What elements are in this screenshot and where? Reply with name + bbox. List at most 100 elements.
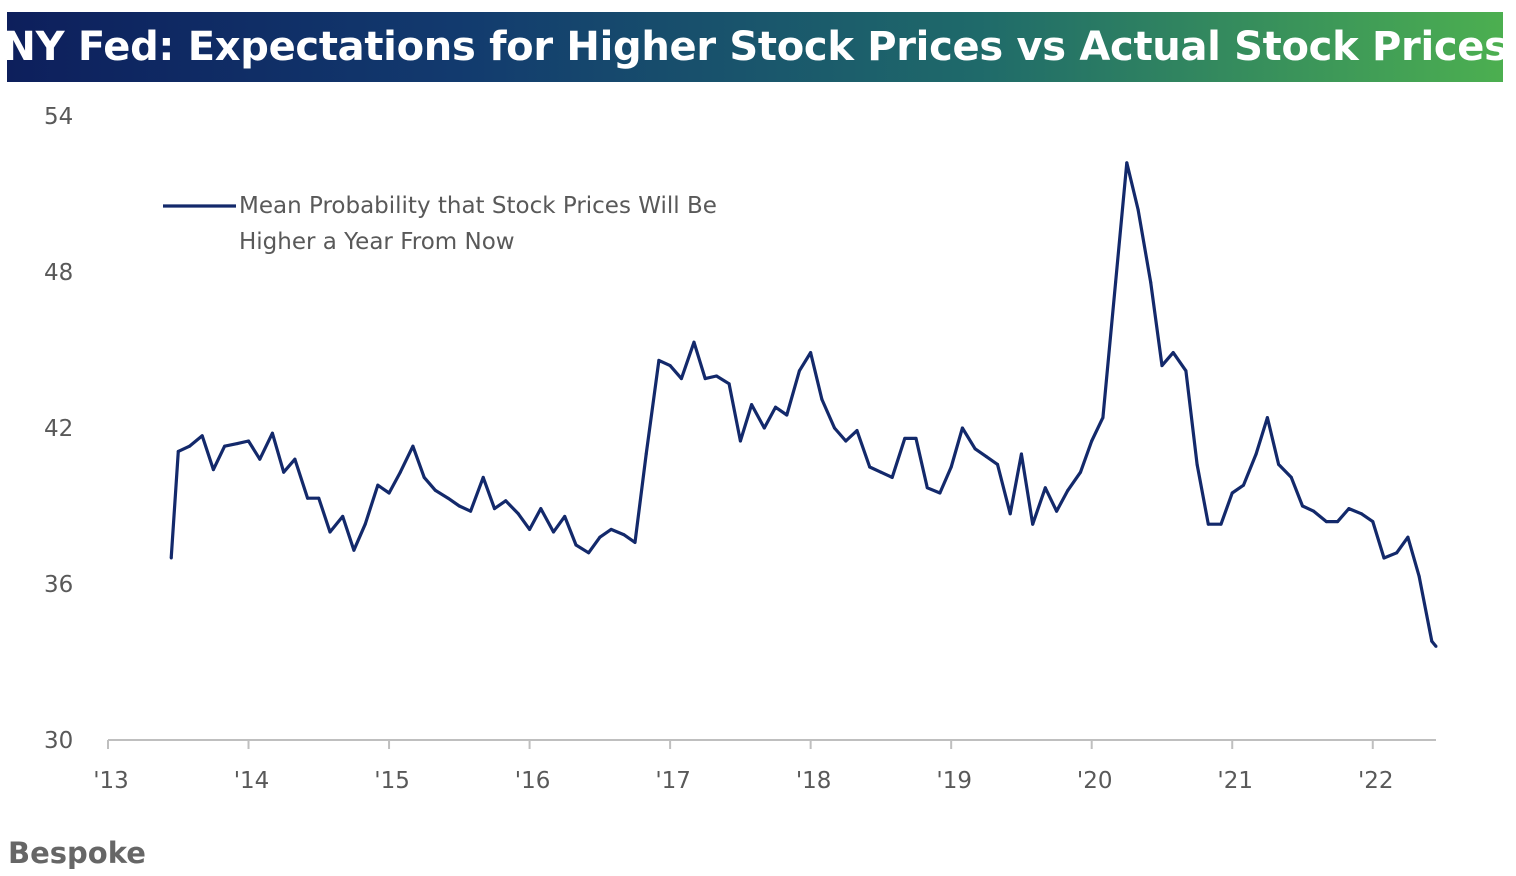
data-point xyxy=(633,540,637,544)
y-tick-label: 54 xyxy=(44,104,73,130)
data-point xyxy=(551,530,555,534)
legend-label-line-2: Higher a Year From Now xyxy=(239,229,515,255)
data-point xyxy=(890,475,894,479)
x-tick-label: '13 xyxy=(93,768,129,794)
data-point xyxy=(1160,364,1164,368)
data-point xyxy=(306,496,310,500)
x-tick-label: '22 xyxy=(1358,768,1394,794)
data-point xyxy=(1136,208,1140,212)
y-tick-label: 48 xyxy=(44,260,73,286)
legend-label-line-1: Mean Probability that Stock Prices Will … xyxy=(239,193,717,219)
data-point xyxy=(376,483,380,487)
data-point xyxy=(1149,280,1153,284)
data-point xyxy=(1395,551,1399,555)
data-point xyxy=(774,405,778,409)
data-point xyxy=(797,369,801,373)
data-point xyxy=(703,377,707,381)
data-point xyxy=(1265,416,1269,420)
data-point xyxy=(750,403,754,407)
data-point xyxy=(200,434,204,438)
data-point xyxy=(938,491,942,495)
data-point xyxy=(668,364,672,368)
data-point xyxy=(411,444,415,448)
data-point xyxy=(622,533,626,537)
data-point xyxy=(481,475,485,479)
data-point xyxy=(528,527,532,531)
data-point xyxy=(868,465,872,469)
data-point xyxy=(504,499,508,503)
data-point xyxy=(1019,452,1023,456)
data-point xyxy=(833,426,837,430)
data-point xyxy=(1360,512,1364,516)
data-point xyxy=(855,429,859,433)
data-point xyxy=(1312,509,1316,513)
data-point xyxy=(1090,439,1094,443)
data-point xyxy=(587,551,591,555)
data-point xyxy=(258,457,262,461)
data-point xyxy=(1101,416,1105,420)
data-point xyxy=(738,439,742,443)
data-point xyxy=(1277,462,1281,466)
data-point xyxy=(679,377,683,381)
x-tick-label: '15 xyxy=(374,768,410,794)
title-banner: NY Fed: Expectations for Higher Stock Pr… xyxy=(2,12,1508,82)
data-point xyxy=(1066,488,1070,492)
data-point xyxy=(293,457,297,461)
x-axis-ticks: '13 '14 '15 '16 '17 '18 '19 '20 '21 '22 xyxy=(93,740,1394,794)
data-point xyxy=(914,436,918,440)
data-point xyxy=(657,358,661,362)
data-point xyxy=(398,470,402,474)
x-tick-label: '14 xyxy=(234,768,270,794)
data-point xyxy=(235,442,239,446)
data-point xyxy=(984,455,988,459)
source-label: Bespoke xyxy=(8,836,146,870)
data-point xyxy=(363,522,367,526)
data-point xyxy=(996,462,1000,466)
data-point xyxy=(820,397,824,401)
data-point xyxy=(539,507,543,511)
data-point xyxy=(644,452,648,456)
data-point xyxy=(317,496,321,500)
data-point xyxy=(762,426,766,430)
data-point xyxy=(433,488,437,492)
data-point xyxy=(609,527,613,531)
data-point xyxy=(1300,504,1304,508)
data-point xyxy=(1382,556,1386,560)
data-point xyxy=(960,426,964,430)
x-tick-label: '16 xyxy=(515,768,551,794)
data-point xyxy=(1125,161,1129,165)
data-point xyxy=(188,444,192,448)
data-point xyxy=(714,374,718,378)
data-point xyxy=(341,514,345,518)
data-point xyxy=(169,556,173,560)
data-point xyxy=(469,509,473,513)
data-point xyxy=(457,504,461,508)
x-tick-label: '18 xyxy=(796,768,832,794)
data-point xyxy=(1254,452,1258,456)
y-tick-label: 30 xyxy=(44,728,73,754)
data-point xyxy=(1406,535,1410,539)
data-point xyxy=(903,436,907,440)
data-point xyxy=(1195,462,1199,466)
x-tick-label: '19 xyxy=(936,768,972,794)
y-tick-label: 42 xyxy=(44,416,73,442)
x-tick-label: '20 xyxy=(1077,768,1113,794)
data-point xyxy=(1371,520,1375,524)
data-point xyxy=(211,468,215,472)
data-point xyxy=(1430,639,1434,643)
data-point xyxy=(1043,486,1047,490)
data-point xyxy=(1230,491,1234,495)
data-point xyxy=(1219,522,1223,526)
data-point xyxy=(492,507,496,511)
data-point xyxy=(1114,280,1118,284)
x-tick-label: '17 xyxy=(655,768,691,794)
data-point xyxy=(1008,512,1012,516)
data-point xyxy=(692,340,696,344)
y-tick-label: 36 xyxy=(44,572,73,598)
series-points xyxy=(169,161,1438,648)
data-point xyxy=(1336,520,1340,524)
data-point xyxy=(598,535,602,539)
data-point xyxy=(223,444,227,448)
data-point xyxy=(422,475,426,479)
data-point xyxy=(387,491,391,495)
